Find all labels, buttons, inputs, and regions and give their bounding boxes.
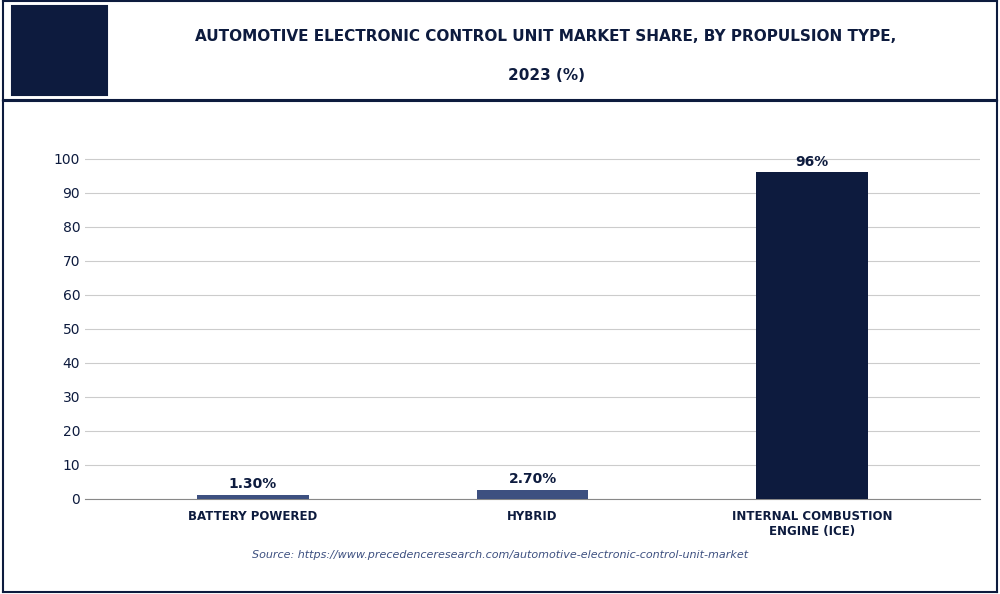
Bar: [756, 172, 868, 499]
Text: AUTOMOTIVE ELECTRONIC CONTROL UNIT MARKET SHARE, BY PROPULSION TYPE,: AUTOMOTIVE ELECTRONIC CONTROL UNIT MARKE…: [195, 29, 897, 44]
Text: 2.70%: 2.70%: [508, 472, 557, 486]
Text: Source: https://www.precedenceresearch.com/automotive-electronic-control-unit-ma: Source: https://www.precedenceresearch.c…: [252, 551, 748, 560]
Text: 2023 (%): 2023 (%): [508, 68, 584, 83]
Text: PRECEDENCE: PRECEDENCE: [24, 30, 95, 40]
Text: RESEARCH: RESEARCH: [30, 66, 89, 75]
Bar: [197, 495, 309, 499]
Text: 96%: 96%: [796, 155, 829, 169]
Bar: [477, 490, 588, 499]
FancyBboxPatch shape: [12, 6, 107, 95]
Text: 1.30%: 1.30%: [229, 477, 277, 491]
